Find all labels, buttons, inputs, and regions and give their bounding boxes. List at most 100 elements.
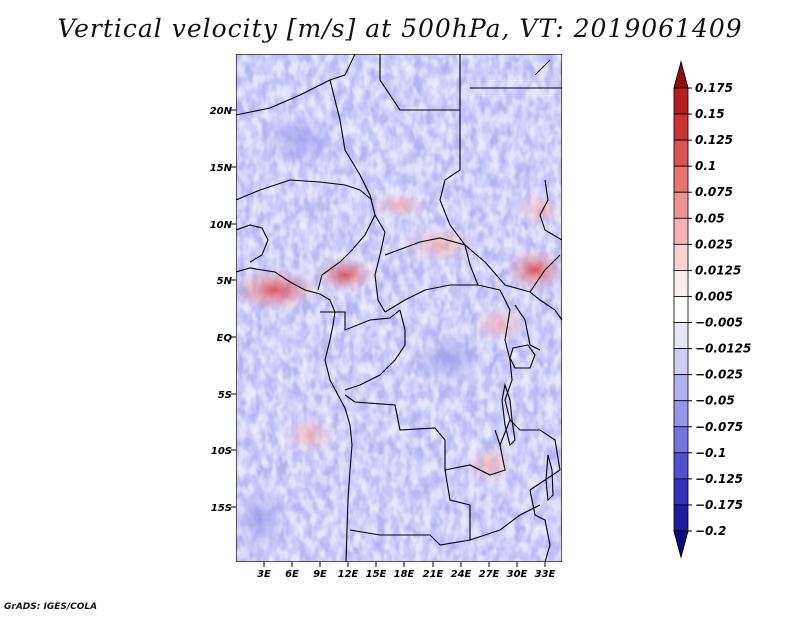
border-sudan-ethiopia [539,179,562,241]
colorbar-cell [673,296,689,323]
border-south-sudan-east [529,254,561,293]
lon-label: 24E [451,569,472,580]
border-kenya-uganda [514,304,541,351]
lon-label: 9E [313,569,327,580]
ascent-area-nigeria [370,190,430,220]
ascent-area-uganda [470,305,530,345]
colorbar-cell [673,139,689,167]
border-nigeria-north [236,179,373,201]
colorbar-cell [673,217,689,245]
colorbar-label: 0.175 [695,81,733,95]
lon-label: 30E [507,569,528,580]
colorbar-cell [673,270,689,297]
map-plot-area [236,54,562,562]
ascent-area-east [505,248,562,292]
lon-label: 6E [285,569,299,580]
border-tanzania [509,419,561,491]
colorbar-label: −0.175 [695,498,743,512]
country-borders [236,54,562,562]
border-angola-namibia [349,529,471,546]
descent-area-congo [410,330,490,390]
lake-victoria [509,344,536,369]
colorbar-label: 0.0125 [695,263,741,277]
colorbar-label: 0.05 [695,211,725,225]
coastline-west-africa [236,267,353,562]
map-title: Vertical velocity [m/s] at 500hPa, VT: 2… [57,14,743,43]
colorbar-label: −0.075 [695,420,743,434]
colorbar-cell [673,400,689,428]
descent-area-north [260,110,340,170]
descent-area-south [236,485,290,555]
colorbar-max-arrow [673,60,689,89]
border-car-sudan [384,237,531,293]
lake-tanganyika [501,382,516,447]
colorbar-cell [673,165,689,193]
colorbar-cell [673,113,689,141]
border-drc-angola [344,394,471,506]
lon-label: 15E [366,569,387,580]
colorbar-label: −0.2 [695,524,726,538]
ascent-area-car [402,225,478,265]
colorbar-min-arrow [673,530,689,559]
lat-label: 15S [211,503,232,514]
border-east-africa [529,291,562,321]
colorbar-label: 0.15 [695,107,725,121]
longitude-axis: 3E 6E 9E 12E 15E 18E 21E 24E 27E 30E 33E [257,569,555,580]
colorbar-cell [673,322,689,349]
ascent-area-gulf [236,268,320,312]
border-west-edge [236,224,269,263]
longitude-ticks [263,562,546,567]
colorbar-label: 0.005 [695,289,733,303]
colorbar-cell [673,374,689,402]
lat-label: 5S [218,390,232,401]
border-drc-zambia [444,429,506,476]
lat-label: 15N [210,163,233,174]
lon-label: 27E [479,569,500,580]
colorbar-label: −0.1 [695,446,726,460]
ascent-area-southeast [465,443,515,487]
colorbar-label: −0.0125 [695,342,751,356]
colorbar-cell [673,348,689,376]
ascent-area-cameroon [315,257,375,293]
lat-label: 10S [211,446,232,457]
border-libya-east [379,54,461,111]
border-nigeria-cameroon [317,214,376,291]
lat-label: 20N [210,106,233,117]
lat-label: 5N [217,276,233,287]
border-gabon-congo [320,309,401,331]
colorbar-cell [673,243,689,271]
colorbar-label: 0.1 [695,159,716,173]
colorbar-label: −0.125 [695,472,743,486]
colorbar-label: 0.125 [695,133,733,147]
border-chad-sudan [439,110,479,286]
border-zambia-south [469,504,541,541]
colorbar-cell [673,452,689,480]
lon-label: 21E [423,569,444,580]
colorbar: 0.175 0.15 0.125 0.1 0.075 0.05 0.025 0.0125 0.0… [673,60,751,559]
lat-label: EQ [217,333,233,344]
colorbar-label: 0.025 [695,237,733,251]
ascent-area-sudan [515,192,562,228]
colorbar-label: 0.075 [695,185,733,199]
red-sea-coast [534,59,551,76]
colorbar-cell [673,191,689,219]
colorbar-label: −0.05 [695,394,735,408]
colorbar-cell [673,426,689,454]
border-car-drc [384,284,501,313]
border-congo-drc [344,309,406,391]
lat-label: 10N [210,220,233,231]
colorbar-label: −0.005 [695,316,743,330]
lon-label: 33E [535,569,556,580]
latitude-ticks [231,109,236,508]
ascent-area-angola [282,415,338,455]
colorbar-cell [673,87,689,115]
grads-credit: GrADS: IGES/COLA [4,602,98,612]
border-drc-east [499,289,513,446]
colorbar-cell [673,504,689,532]
lake-malawi [545,454,554,502]
border-niger-libya [236,54,356,116]
border-cameroon-car [374,214,386,313]
colorbar-cell [673,478,689,506]
border-mozambique-malawi [529,489,551,562]
